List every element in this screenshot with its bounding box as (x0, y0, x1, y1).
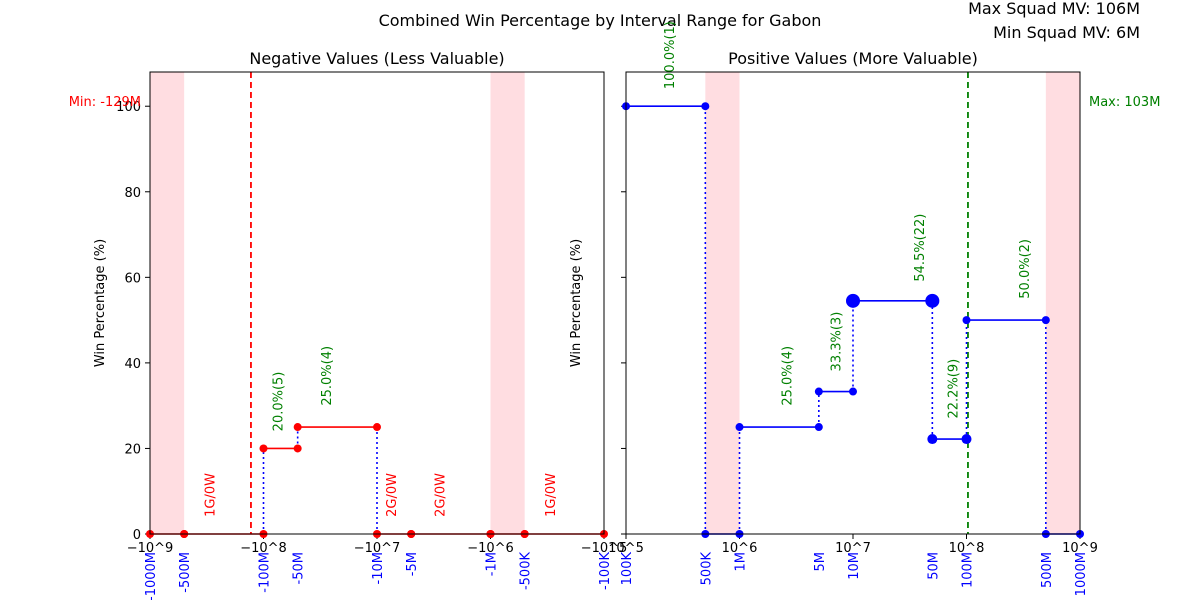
reference-line-label: Max: 103M (1089, 95, 1160, 110)
x-tick-label: 10^9 (1062, 541, 1098, 556)
bin-label: -500M (178, 552, 193, 593)
data-annotation: 1G/0W (544, 473, 559, 517)
plot-frame (625, 71, 1081, 535)
data-annotation: 33.3%(3) (829, 312, 844, 372)
shaded-band (490, 72, 525, 534)
data-point (962, 316, 971, 325)
data-point (701, 102, 710, 111)
max-squad-mv: Max Squad MV: 106M (968, 0, 1140, 18)
bin-label: 1000M (1074, 552, 1089, 596)
y-tick-label: 60 (124, 271, 141, 286)
y-tick-label: 100 (116, 100, 141, 115)
bin-label: 100M (961, 552, 976, 588)
data-annotation: 50.0%(2) (1018, 239, 1033, 299)
data-annotation: 54.5%(22) (913, 214, 928, 282)
bin-label: -5M (405, 552, 420, 576)
data-point (925, 293, 940, 308)
bin-label: -10M (371, 552, 386, 584)
data-point (735, 423, 744, 432)
bin-label: -100M (258, 552, 273, 593)
data-point (961, 434, 972, 445)
data-point (1041, 316, 1050, 325)
bin-label: 100K (620, 552, 635, 586)
y-tick-label: 40 (124, 357, 141, 372)
bin-label: -100K (598, 552, 613, 591)
bin-label: 500M (1040, 552, 1055, 588)
x-tick-label: −10^5 (581, 541, 628, 556)
data-point (849, 387, 857, 396)
data-point (259, 444, 268, 453)
figure-title: Combined Win Percentage by Interval Rang… (379, 11, 822, 30)
x-tick-label: −10^9 (127, 541, 174, 556)
x-tick-label: 10^7 (835, 541, 871, 556)
bin-label: 10M (847, 552, 862, 580)
x-tick-label: 10^6 (722, 541, 758, 556)
data-annotation: 1G/0W (203, 473, 218, 517)
shaded-band (1045, 72, 1080, 534)
data-annotation: 25.0%(4) (781, 346, 796, 406)
data-annotation: 2G/0W (385, 473, 400, 517)
x-tick-label: 10^8 (949, 541, 985, 556)
data-point (293, 444, 302, 453)
x-tick-label: −10^7 (354, 541, 401, 556)
data-annotation: 25.0%(4) (320, 346, 335, 406)
bin-label: -500K (519, 552, 534, 591)
data-annotation: 20.0%(5) (272, 372, 287, 432)
shaded-band (150, 72, 185, 534)
data-point (814, 387, 823, 396)
data-annotation: 2G/0W (434, 473, 449, 517)
min-squad-mv: Min Squad MV: 6M (993, 23, 1140, 42)
data-point (814, 423, 823, 432)
data-point (293, 423, 302, 432)
data-point (846, 293, 860, 308)
negative-values-panel: Negative Values (Less Valuable) Win Perce… (69, 49, 628, 600)
bin-label: 5M (813, 552, 828, 572)
y-axis-label: Win Percentage (%) (569, 239, 584, 367)
y-tick-label: 20 (124, 442, 141, 457)
panel-title: Negative Values (Less Valuable) (249, 49, 504, 68)
positive-values-panel: Positive Values (More Valuable) Win Perce… (569, 21, 1160, 596)
x-tick-label: −10^8 (240, 541, 287, 556)
bin-label: -1000M (144, 552, 159, 600)
bin-label: -50M (292, 552, 307, 584)
data-annotation: 22.2%(9) (946, 359, 961, 419)
bin-label: 1M (734, 552, 749, 572)
data-point (373, 423, 381, 432)
bin-label: 50M (926, 552, 941, 580)
bin-label: 500K (699, 552, 714, 586)
data-point (927, 434, 938, 445)
y-axis-label: Win Percentage (%) (93, 239, 108, 367)
x-tick-label: 10^5 (608, 541, 644, 556)
reference-line-label: Min: -129M (69, 95, 141, 110)
y-tick-label: 80 (124, 186, 141, 201)
data-annotation: 100.0%(1) (663, 21, 678, 89)
x-tick-label: −10^6 (467, 541, 514, 556)
panel-title: Positive Values (More Valuable) (728, 49, 978, 68)
y-tick-label: 0 (133, 528, 141, 543)
plot-frame (149, 71, 605, 535)
shaded-band (705, 72, 740, 534)
bin-label: -1M (485, 552, 500, 576)
